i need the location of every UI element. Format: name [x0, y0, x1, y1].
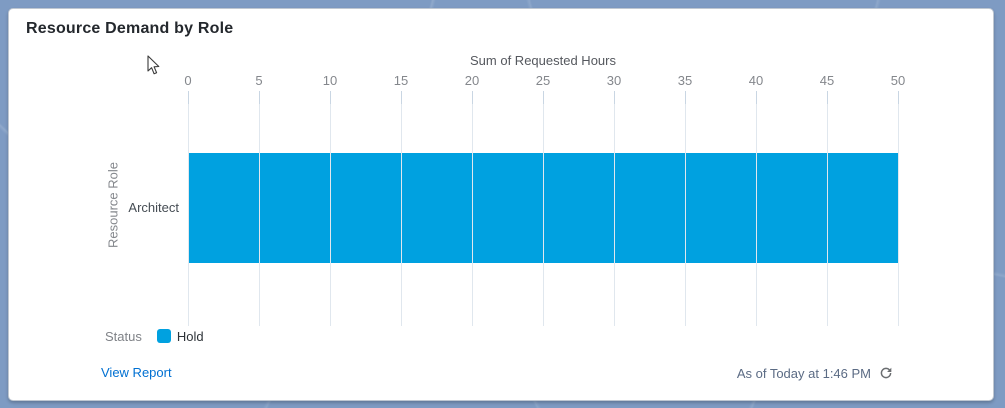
gridline-35	[685, 91, 686, 326]
tick-label-40: 40	[748, 73, 764, 88]
legend-label-hold: Hold	[176, 328, 204, 344]
tick-label-0: 0	[184, 73, 192, 88]
tick-label-35: 35	[677, 73, 693, 88]
refresh-status: As of Today at 1:46 PM	[737, 364, 894, 382]
gridline-0	[188, 91, 189, 326]
legend-title: Status	[105, 328, 142, 344]
view-report-link[interactable]: View Report	[101, 365, 172, 380]
value-axis-tick-labels: 0 5 10 15 20 25 30 35 40 45 50	[184, 73, 905, 89]
legend-swatch-hold	[156, 329, 171, 343]
tick-label-30: 30	[606, 73, 622, 88]
tick-label-5: 5	[255, 73, 263, 88]
tick-label-10: 10	[322, 73, 338, 88]
gridline-10	[330, 91, 331, 326]
dashboard-widget-card: Resource Demand by Role Sum of Requested…	[8, 8, 994, 401]
value-axis-title: Sum of Requested Hours	[470, 53, 616, 68]
as-of-timestamp: As of Today at 1:46 PM	[736, 365, 871, 381]
gridline-40	[756, 91, 757, 326]
gridline-30	[614, 91, 615, 326]
gridline-50	[898, 91, 899, 326]
gridline-45	[827, 91, 828, 326]
widget-title: Resource Demand by Role	[26, 20, 234, 37]
tick-label-45: 45	[819, 73, 835, 88]
tick-label-20: 20	[464, 73, 480, 88]
gridline-15	[401, 91, 402, 326]
gridline-25	[543, 91, 544, 326]
gridline-5	[259, 91, 260, 326]
tick-label-25: 25	[535, 73, 551, 88]
category-label-architect: Architect	[128, 200, 179, 215]
tick-label-50: 50	[890, 73, 906, 88]
plot-area	[188, 91, 899, 326]
tick-label-15: 15	[393, 73, 409, 88]
refresh-icon[interactable]	[878, 365, 894, 381]
gridline-20	[472, 91, 473, 326]
chart-legend: Status Hold	[105, 327, 204, 345]
